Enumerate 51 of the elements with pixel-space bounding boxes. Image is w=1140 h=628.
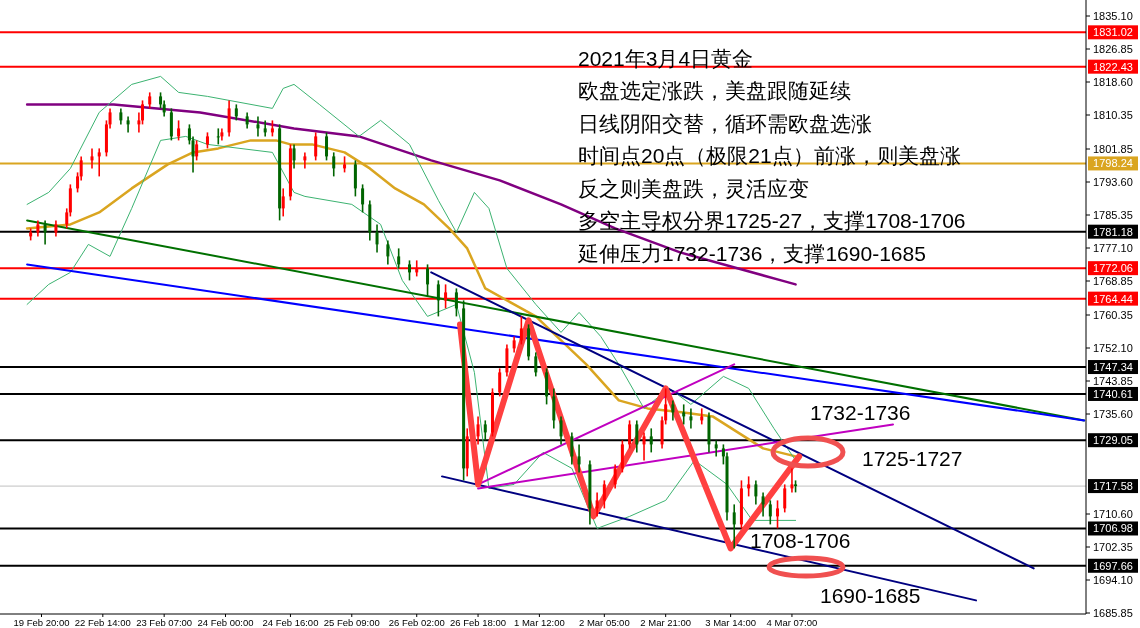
x-tick-label: 22 Feb 14:00 [74,616,131,628]
y-tick-label: 1752.10 [1093,342,1133,354]
y-tick-label: 1785.35 [1093,209,1133,221]
x-tick-label: 26 Feb 02:00 [388,616,445,628]
annotation: 1732-1736 [810,400,911,424]
ref-line-label: 1717.58 [1093,480,1133,493]
x-tick-label: 3 Mar 14:00 [705,616,756,628]
y-tick-label: 1702.35 [1093,541,1133,553]
x-tick-label: 1 Mar 12:00 [514,616,565,628]
annotation: 1690-1685 [820,583,921,607]
y-tick-label: 1743.85 [1093,375,1133,387]
annotation: 1708-1706 [750,528,851,552]
ref-line-label: 1772.06 [1093,262,1133,275]
y-tick-label: 1818.60 [1093,76,1133,88]
ref-line-label: 1764.44 [1093,292,1133,305]
ref-line-label: 1747.34 [1093,361,1133,374]
ref-line-label: 1706.98 [1093,522,1133,535]
y-tick-label: 1685.85 [1093,607,1133,619]
y-tick-label: 1801.85 [1093,143,1133,155]
y-tick-label: 1793.60 [1093,176,1133,188]
x-tick-label: 2 Mar 05:00 [578,616,630,628]
x-tick-label: 26 Feb 18:00 [450,616,507,628]
y-tick-label: 1768.85 [1093,275,1133,287]
y-tick-label: 1777.10 [1093,242,1133,254]
x-tick-label: 2 Mar 21:00 [640,616,692,628]
x-tick-label: 19 Feb 20:00 [13,616,70,628]
x-tick-label: 24 Feb 16:00 [262,616,319,628]
ref-line-label: 1798.24 [1093,157,1133,170]
x-tick-label: 23 Feb 07:00 [136,616,193,628]
y-tick-label: 1710.60 [1093,508,1133,520]
ref-line-label: 1781.18 [1093,225,1133,238]
y-tick-label: 1810.35 [1093,109,1133,121]
y-tick-label: 1694.10 [1093,574,1133,586]
y-tick-label: 1735.60 [1093,408,1133,420]
ref-line-label: 1697.66 [1093,559,1133,572]
annotation: 欧盘选定涨跌，美盘跟随延续 [578,79,851,102]
annotation: 反之则美盘跌，灵活应变 [578,176,809,200]
annotation: 日线阴阳交替，循环需欧盘选涨 [578,111,872,135]
annotation: 时间点20点（极限21点）前涨，则美盘涨 [578,144,961,167]
annotation: 1725-1727 [862,446,963,470]
x-tick-label: 4 Mar 07:00 [766,616,818,628]
y-tick-label: 1835.10 [1093,10,1133,22]
ref-line-label: 1831.02 [1093,26,1133,39]
text: 2021年3月4日黄金 [578,46,754,70]
ref-line-label: 1740.61 [1093,387,1133,400]
x-tick-label: 24 Feb 00:00 [197,616,254,628]
y-tick-label: 1760.35 [1093,309,1133,321]
ref-line-label: 1822.43 [1093,60,1133,73]
y-tick-label: 1826.85 [1093,43,1133,55]
x-tick-label: 25 Feb 09:00 [323,616,380,628]
ref-line-label: 1729.05 [1093,434,1133,447]
